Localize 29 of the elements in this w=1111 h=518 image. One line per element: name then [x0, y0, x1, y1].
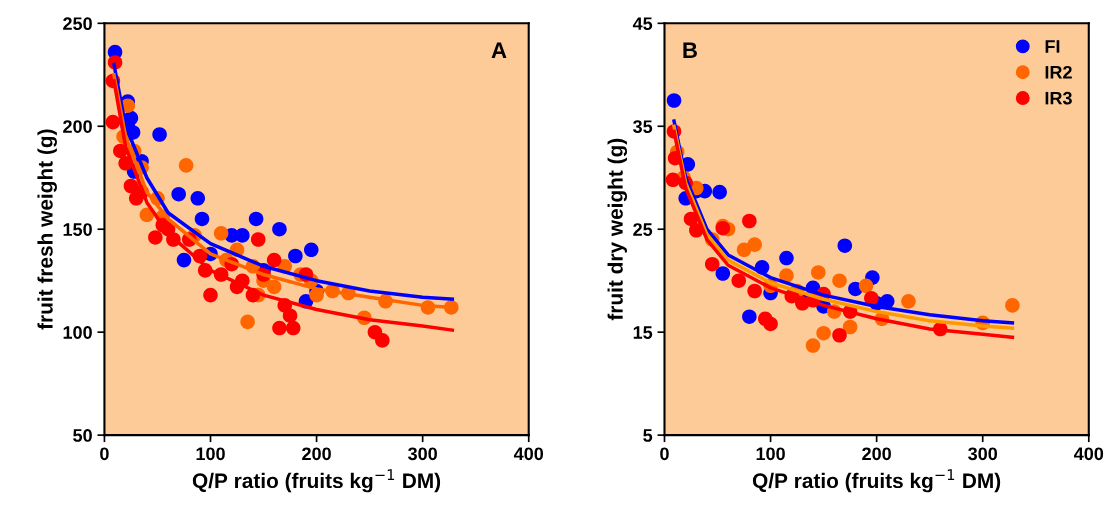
y-tick-label: 45 [632, 17, 653, 31]
legend-label: IR2 [1045, 65, 1072, 79]
legend-label: IR3 [1045, 91, 1072, 105]
y-tick-label: 150 [63, 223, 92, 236]
y-tick-label: 5 [643, 429, 653, 442]
x-tick-label: 300 [968, 447, 998, 461]
x-tick-label: 400 [1073, 447, 1104, 461]
legend-label: FI [1045, 40, 1060, 53]
x-tick-label: 100 [756, 447, 785, 461]
y-axis-title: fruit dry weight (g) [607, 138, 628, 321]
x-tick-label: 300 [408, 447, 437, 461]
y-tick-label: 100 [63, 326, 92, 339]
y-tick-label: 250 [63, 17, 92, 31]
y-tick-label: 50 [73, 429, 92, 442]
x-axis-title: Q/P ratio (fruits kg$^{−1}$ DM) [752, 469, 1001, 493]
x-tick-label: 0 [100, 447, 109, 461]
y-tick-label: 200 [63, 120, 92, 133]
x-tick-label: 400 [513, 447, 544, 461]
y-tick-label: 35 [633, 120, 653, 134]
y-tick-label: 25 [633, 223, 653, 236]
y-axis-title: fruit fresh weight (g) [37, 129, 57, 330]
x-tick-label: 100 [196, 447, 225, 461]
annotation: A [491, 42, 507, 58]
x-tick-label: 0 [660, 447, 669, 461]
x-tick-label: 200 [862, 447, 891, 461]
y-tick-label: 15 [633, 326, 653, 339]
annotation: B [683, 42, 697, 58]
x-tick-label: 200 [302, 447, 331, 461]
x-axis-title: Q/P ratio (fruits kg$^{−1}$ DM) [192, 469, 441, 493]
